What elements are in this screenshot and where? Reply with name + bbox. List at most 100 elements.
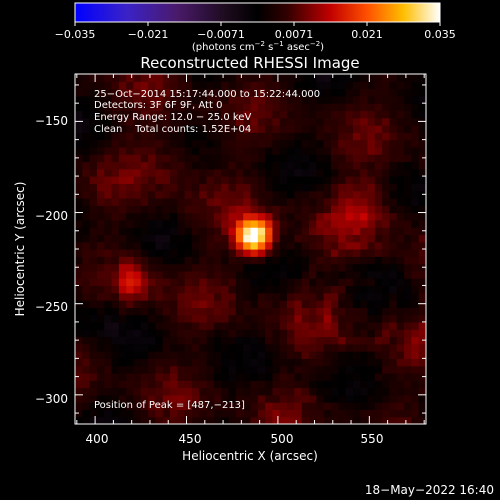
heatmap-cell bbox=[294, 278, 303, 287]
heatmap-cell bbox=[374, 358, 383, 367]
heatmap-cell bbox=[213, 314, 222, 323]
heatmap-cell bbox=[418, 205, 426, 214]
heatmap-cell bbox=[330, 161, 339, 170]
heatmap-cell bbox=[257, 380, 266, 389]
heatmap-cell bbox=[118, 321, 127, 330]
heatmap-cell bbox=[170, 380, 178, 389]
colorbar-tick-label: −0.0071 bbox=[197, 28, 245, 41]
heatmap-cell bbox=[316, 372, 325, 381]
heatmap-cell bbox=[177, 227, 186, 236]
heatmap-cell bbox=[265, 161, 274, 170]
heatmap-cell bbox=[199, 416, 208, 424]
heatmap-cell bbox=[96, 416, 105, 424]
heatmap-cell bbox=[206, 278, 215, 287]
heatmap-cell bbox=[316, 358, 325, 367]
heatmap-cell bbox=[374, 168, 383, 177]
heatmap-cell bbox=[294, 358, 303, 367]
heatmap-cell bbox=[192, 154, 200, 163]
heatmap-cell bbox=[411, 212, 420, 221]
heatmap-cell bbox=[309, 387, 317, 396]
heatmap-cell bbox=[213, 336, 222, 345]
heatmap-cell bbox=[360, 103, 369, 112]
heatmap-cell bbox=[140, 270, 149, 279]
heatmap-cell bbox=[235, 161, 244, 170]
heatmap-cell bbox=[257, 285, 266, 294]
heatmap-cell bbox=[111, 110, 120, 119]
heatmap-cell bbox=[309, 249, 317, 257]
heatmap-cell bbox=[418, 329, 426, 338]
heatmap-cell bbox=[126, 249, 135, 257]
heatmap-cell bbox=[184, 234, 193, 243]
heatmap-cell bbox=[206, 205, 215, 214]
heatmap-cell bbox=[133, 110, 142, 119]
heatmap-cell bbox=[301, 285, 310, 294]
heatmap-cell bbox=[352, 380, 361, 389]
heatmap-cell bbox=[177, 241, 186, 250]
heatmap-cell bbox=[345, 307, 354, 316]
heatmap-cell bbox=[184, 241, 193, 250]
heatmap-cell bbox=[345, 190, 354, 199]
heatmap-cell bbox=[411, 416, 420, 424]
heatmap-cell bbox=[389, 205, 398, 214]
heatmap-cell bbox=[250, 227, 259, 236]
heatmap-cell bbox=[82, 300, 91, 308]
heatmap-cell bbox=[89, 81, 98, 90]
heatmap-cell bbox=[374, 212, 383, 221]
heatmap-cell bbox=[287, 241, 295, 250]
heatmap-cell bbox=[309, 234, 317, 243]
heatmap-cell bbox=[418, 278, 426, 287]
heatmap-cell bbox=[374, 329, 383, 338]
heatmap-cell bbox=[162, 110, 171, 119]
heatmap-cell bbox=[301, 394, 310, 403]
heatmap-cell bbox=[140, 256, 149, 265]
heatmap-cell bbox=[82, 241, 91, 250]
heatmap-cell bbox=[294, 205, 303, 214]
heatmap-cell bbox=[352, 416, 361, 424]
heatmap-cell bbox=[133, 183, 142, 192]
heatmap-cell bbox=[140, 117, 149, 126]
heatmap-cell bbox=[382, 314, 391, 323]
heatmap-cell bbox=[367, 321, 376, 330]
heatmap-cell bbox=[162, 95, 171, 104]
heatmap-cell bbox=[352, 285, 361, 294]
heatmap-cell bbox=[367, 343, 376, 352]
heatmap-cell bbox=[360, 300, 369, 308]
heatmap-cell bbox=[352, 154, 361, 163]
heatmap-cell bbox=[199, 394, 208, 403]
heatmap-cell bbox=[177, 176, 186, 184]
heatmap-cell bbox=[301, 321, 310, 330]
heatmap-cell bbox=[89, 74, 98, 82]
heatmap-cell bbox=[411, 95, 420, 104]
heatmap-cell bbox=[148, 372, 157, 381]
colorbar-units: (photons cm−2 s−1 asec−2) bbox=[192, 40, 324, 53]
heatmap-cell bbox=[89, 372, 98, 381]
heatmap-cell bbox=[118, 139, 127, 148]
heatmap-cell bbox=[250, 74, 259, 82]
heatmap-cell bbox=[272, 300, 281, 308]
heatmap-cell bbox=[323, 176, 332, 184]
heatmap-cell bbox=[213, 321, 222, 330]
heatmap-cell bbox=[155, 402, 164, 411]
heatmap-cell bbox=[404, 212, 412, 221]
heatmap-cell bbox=[177, 125, 186, 133]
heatmap-cell bbox=[301, 146, 310, 155]
heatmap-cell bbox=[374, 402, 383, 411]
heatmap-cell bbox=[126, 358, 135, 367]
heatmap-cell bbox=[75, 314, 83, 323]
heatmap-cell bbox=[411, 132, 420, 141]
heatmap-cell bbox=[235, 329, 244, 338]
heatmap-cell bbox=[330, 125, 339, 133]
heatmap-cell bbox=[367, 365, 376, 374]
heatmap-cell bbox=[411, 285, 420, 294]
heatmap-cell bbox=[192, 402, 200, 411]
heatmap-cell bbox=[294, 409, 303, 418]
heatmap-cell bbox=[118, 219, 127, 228]
heatmap-cell bbox=[396, 241, 405, 250]
heatmap-cell bbox=[177, 139, 186, 148]
heatmap-cell bbox=[396, 168, 405, 177]
heatmap-cell bbox=[382, 278, 391, 287]
heatmap-cell bbox=[184, 219, 193, 228]
heatmap-cell bbox=[338, 336, 347, 345]
heatmap-cell bbox=[265, 358, 274, 367]
heatmap-cell bbox=[199, 146, 208, 155]
